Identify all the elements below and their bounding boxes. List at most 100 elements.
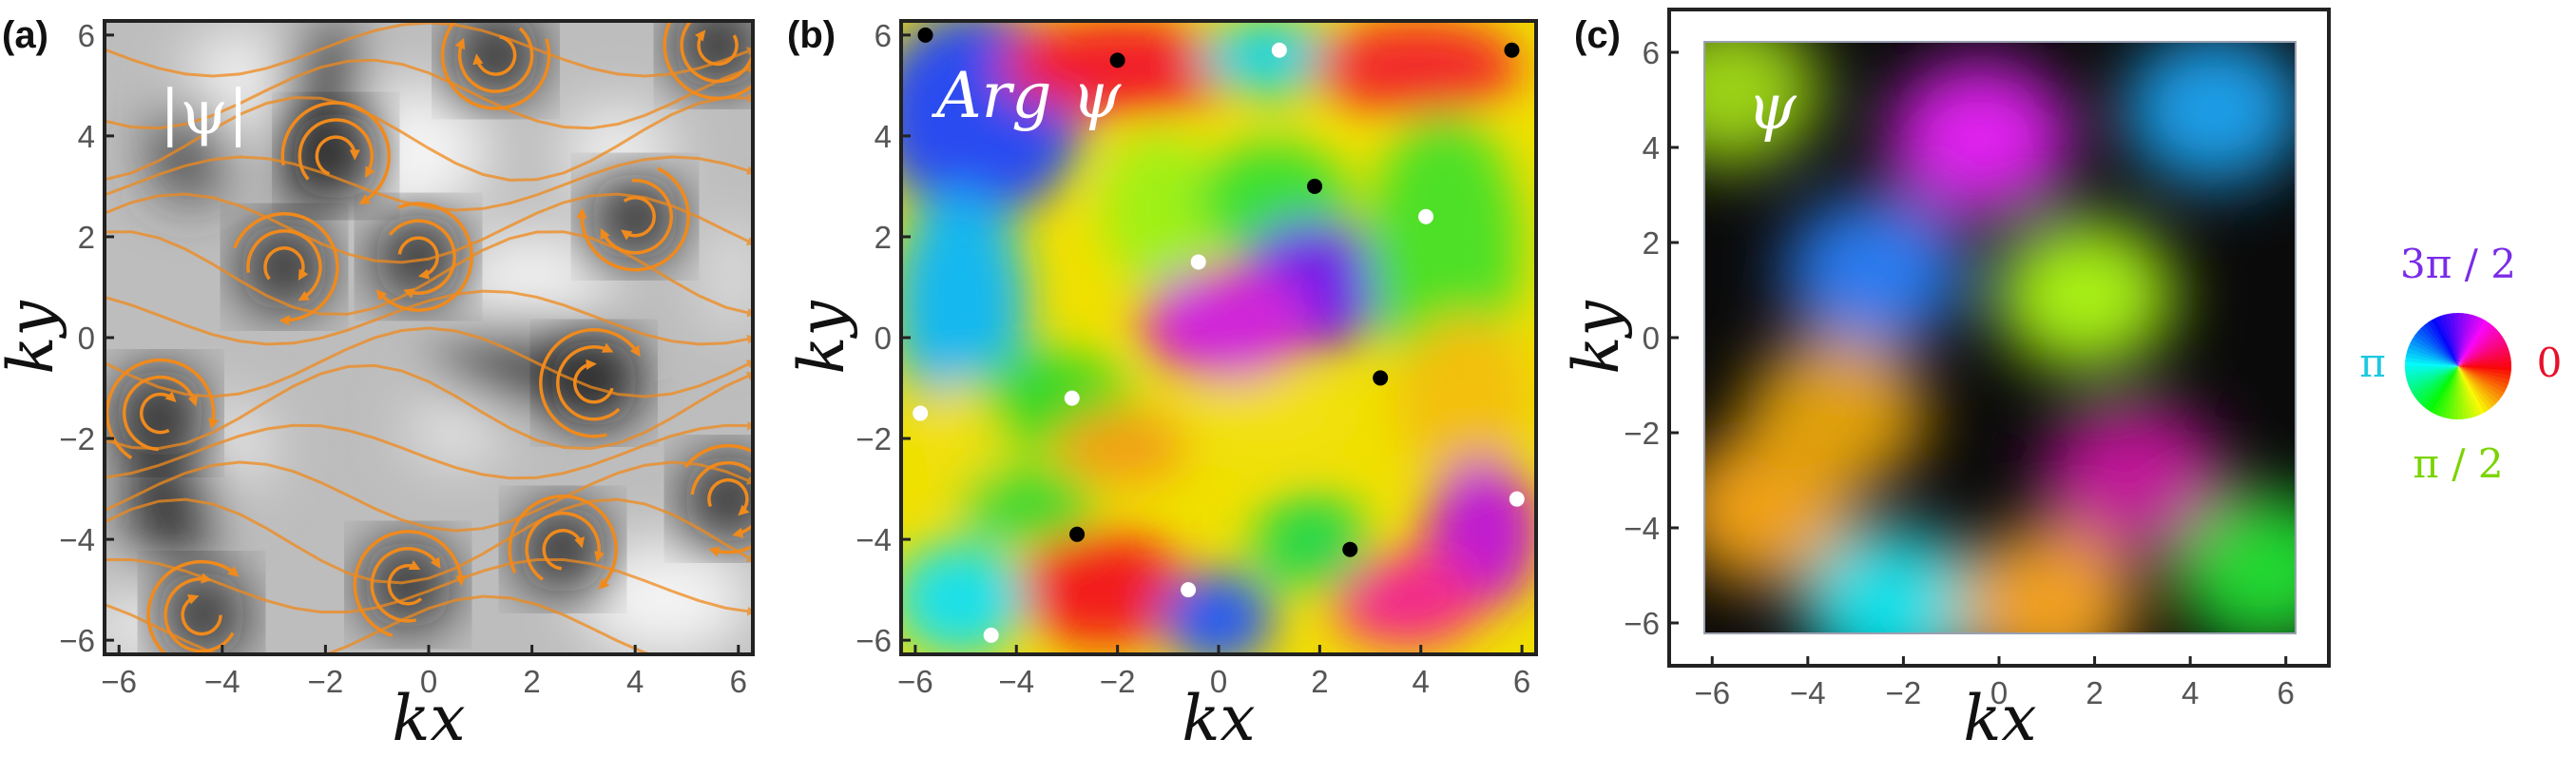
streamline	[576, 166, 690, 272]
panel-b-x-axis-label: kx	[1182, 682, 1255, 755]
panel-b-phase-shading	[901, 21, 1536, 654]
wheel-sector	[2458, 325, 2497, 366]
y-tick-label: 0	[1643, 321, 1660, 356]
field-blob	[2124, 42, 2296, 185]
y-tick-label: −4	[855, 522, 892, 557]
wheel-sector	[2432, 317, 2458, 366]
streamline	[263, 246, 309, 281]
streamline	[181, 593, 222, 636]
field-blob	[1956, 528, 2138, 633]
field-blob	[2042, 404, 2223, 556]
wheel-sector	[2458, 366, 2468, 419]
panel-b-y-ticks: −6 −4 −2 0 2 4 6	[855, 18, 911, 658]
singularity-white	[913, 405, 929, 421]
y-tick-label: −4	[1624, 511, 1660, 546]
streamline	[573, 359, 614, 404]
x-tick-label: 2	[1311, 664, 1328, 699]
wheel-sector	[2405, 366, 2458, 380]
streamline	[298, 118, 375, 181]
streamline	[375, 202, 473, 312]
wheel-sector	[2458, 352, 2511, 366]
wheel-sector	[2458, 366, 2499, 405]
streamline	[146, 559, 240, 654]
wheel-sector	[2405, 366, 2458, 376]
x-tick-label: −6	[101, 664, 137, 699]
y-tick-label: −2	[1624, 416, 1660, 451]
phase-color-wheel: 3π / 2 π 0 π / 2	[2359, 241, 2562, 487]
streamline	[105, 358, 220, 459]
wheel-sector	[2458, 340, 2508, 366]
x-tick-label: 6	[730, 664, 747, 699]
y-tick-label: 4	[875, 119, 892, 154]
field-blob	[1994, 219, 2176, 371]
y-tick-label: 2	[1643, 225, 1660, 261]
streamline	[105, 460, 753, 533]
panel-c-y-axis-label: ky	[1560, 301, 1633, 375]
wheel-sector	[2458, 366, 2472, 419]
y-tick-label: 0	[875, 321, 892, 356]
streamline	[388, 219, 456, 299]
singularity-white	[1418, 208, 1434, 224]
y-tick-label: −6	[59, 623, 95, 658]
wheel-sector	[2416, 366, 2458, 404]
streamline	[387, 559, 423, 606]
wheel-sector	[2412, 366, 2458, 398]
wheel-sector	[2458, 366, 2505, 398]
y-tick-label: 6	[875, 18, 892, 53]
x-tick-label: 6	[2278, 675, 2295, 710]
wheel-sector	[2439, 314, 2458, 366]
wheel-sector	[2458, 366, 2489, 413]
panel-c-field-blobs	[1704, 42, 2296, 633]
x-tick-label: 6	[1513, 664, 1530, 699]
vortex-core	[238, 221, 330, 313]
singularity-white	[1271, 42, 1287, 58]
streamline	[556, 342, 621, 421]
panel-b-x-ticks: −6 −4 −2 0 2 4 6	[897, 645, 1530, 699]
wheel-sector	[2435, 316, 2458, 366]
wheel-sector	[2458, 347, 2510, 366]
panel-b-y-axis-label: ky	[785, 301, 858, 375]
streamline	[105, 363, 753, 451]
field-blob	[1746, 338, 1928, 490]
wheel-sector	[2410, 339, 2458, 366]
wheel-sector	[2458, 357, 2511, 366]
streamline	[105, 326, 753, 398]
wheel-sector	[2458, 318, 2486, 366]
wheel-sector	[2408, 366, 2458, 389]
y-tick-label: 4	[1643, 130, 1660, 165]
panel-a-tag: (a)	[2, 14, 48, 56]
y-tick-label: −6	[855, 623, 892, 658]
streamline	[105, 93, 753, 182]
x-tick-label: −6	[897, 664, 933, 699]
phase-wheel-label-three-half-pi: 3π / 2	[2400, 241, 2516, 287]
vortex-core	[589, 170, 682, 262]
y-tick-label: 6	[78, 18, 95, 53]
streamline	[440, 21, 551, 110]
vortex-core	[548, 337, 640, 429]
singularity-white	[1190, 254, 1206, 270]
vortex-core	[114, 367, 206, 459]
streamline	[233, 212, 339, 326]
streamline	[508, 495, 618, 590]
wheel-sector	[2424, 321, 2458, 366]
wheel-sector	[2409, 366, 2458, 393]
streamline	[105, 155, 753, 212]
phase-wheel-sectors	[2405, 313, 2511, 419]
panel-c-tag: (c)	[1574, 14, 1621, 56]
streamline	[280, 101, 391, 204]
y-tick-label: −6	[1624, 606, 1660, 641]
y-tick-label: 2	[78, 220, 95, 255]
vortex-core	[450, 21, 542, 102]
streamline	[163, 573, 235, 653]
panel-b-phase-singularities	[913, 27, 1525, 643]
vortex-core	[682, 453, 753, 545]
panel-c-field-label: ψ	[1747, 70, 1797, 144]
x-tick-label: 4	[2182, 675, 2199, 710]
streamline	[683, 443, 753, 557]
x-tick-label: 2	[523, 664, 540, 699]
streamline	[105, 497, 753, 585]
wheel-sector	[2414, 331, 2458, 366]
streamline	[123, 375, 199, 452]
streamline	[472, 34, 517, 76]
